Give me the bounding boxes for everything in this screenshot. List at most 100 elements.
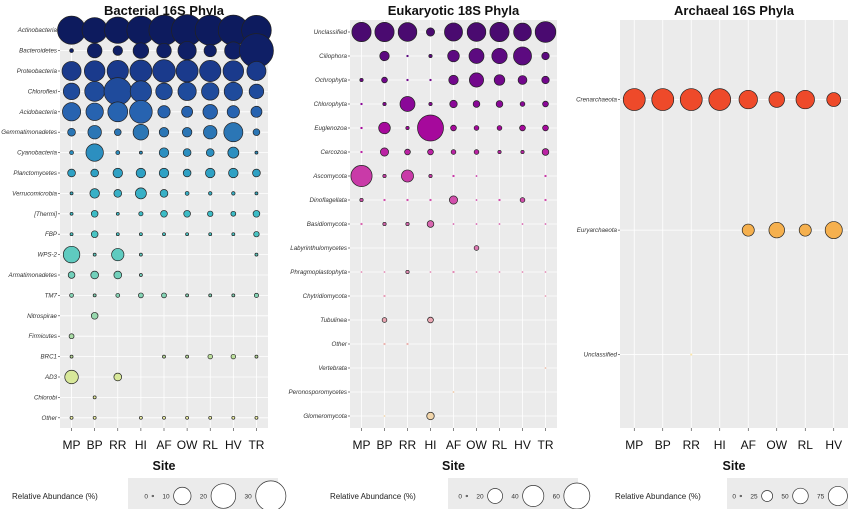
- data-point: [182, 168, 192, 178]
- data-point: [379, 50, 390, 62]
- data-point: [427, 316, 434, 324]
- data-point: [132, 42, 150, 59]
- legend-title: Relative Abundance (%): [12, 492, 98, 501]
- data-point: [429, 271, 432, 273]
- data-point: [466, 22, 487, 42]
- data-point: [383, 198, 386, 202]
- legend-key: [827, 486, 848, 506]
- y-tick-label: Other: [332, 341, 348, 348]
- data-point: [493, 74, 506, 86]
- data-point: [87, 42, 103, 59]
- data-point: [203, 125, 218, 140]
- x-tick-label: TR: [248, 438, 264, 452]
- data-point: [69, 293, 74, 298]
- data-point: [250, 105, 263, 118]
- data-point: [112, 167, 123, 179]
- data-point: [473, 245, 480, 251]
- data-point: [230, 353, 236, 360]
- data-point: [139, 252, 143, 257]
- data-point: [69, 191, 74, 196]
- data-point: [177, 41, 197, 61]
- data-point: [156, 42, 172, 59]
- y-tick-label: Labyrinthulomycetes: [290, 245, 347, 252]
- data-point: [85, 143, 104, 162]
- data-point: [708, 88, 732, 111]
- data-point: [231, 191, 236, 196]
- data-point: [406, 342, 409, 346]
- size-legend: Relative Abundance (%) 0 20 40 60: [330, 478, 591, 510]
- legend-key: [563, 482, 591, 510]
- data-point: [90, 210, 99, 218]
- data-point: [162, 354, 166, 359]
- data-point: [135, 167, 147, 179]
- data-point: [90, 270, 99, 280]
- data-point: [429, 198, 432, 202]
- legend-title: Relative Abundance (%): [615, 492, 701, 501]
- y-tick-label: Euryarchaeota: [577, 227, 618, 234]
- data-point: [226, 105, 240, 119]
- data-point: [383, 415, 386, 417]
- y-tick-label: FBP: [45, 231, 58, 238]
- panel-background: [620, 20, 848, 428]
- data-point: [513, 22, 532, 42]
- data-point: [223, 81, 243, 101]
- y-tick-label: WPS-2: [37, 252, 57, 259]
- data-point: [491, 47, 508, 65]
- data-point: [246, 61, 267, 81]
- data-point: [254, 150, 259, 155]
- data-point: [115, 211, 120, 216]
- data-point: [521, 223, 524, 225]
- data-point: [519, 124, 526, 132]
- legend-label: 75: [817, 494, 825, 501]
- x-tick-label: RR: [399, 438, 417, 452]
- y-tick-label: Phragmoplastophyta: [290, 269, 347, 276]
- legend-background: [448, 478, 578, 510]
- data-point: [679, 88, 703, 111]
- data-point: [181, 127, 193, 138]
- x-tick-label: OW: [466, 438, 487, 452]
- x-tick-label: RL: [798, 438, 814, 452]
- data-point: [452, 174, 455, 178]
- y-tick-label: Nitrospirae: [27, 313, 57, 320]
- data-point: [544, 271, 547, 273]
- data-point: [139, 415, 143, 420]
- data-point: [397, 22, 418, 42]
- data-point: [498, 198, 501, 202]
- data-point: [138, 292, 144, 299]
- data-point: [768, 221, 785, 239]
- data-point: [426, 220, 435, 228]
- data-point: [222, 60, 245, 82]
- data-point: [152, 59, 176, 83]
- data-point: [92, 252, 97, 257]
- data-point: [132, 124, 150, 141]
- legend-key: [792, 487, 809, 505]
- data-point: [448, 74, 459, 86]
- legend-label: 30: [244, 494, 252, 501]
- data-point: [92, 415, 97, 420]
- data-point: [208, 293, 213, 298]
- data-point: [513, 46, 532, 66]
- data-point: [497, 149, 502, 155]
- data-point: [114, 128, 122, 136]
- data-point: [107, 101, 129, 123]
- y-tick-label: Unclassified: [314, 29, 348, 36]
- data-point: [139, 273, 143, 277]
- y-tick-label: Glomeromycota: [303, 413, 347, 420]
- data-point: [231, 415, 236, 420]
- data-point: [738, 89, 758, 110]
- data-point: [475, 175, 478, 177]
- data-point: [57, 15, 86, 45]
- data-point: [360, 150, 363, 154]
- data-point: [381, 317, 388, 323]
- data-point: [69, 415, 74, 420]
- legend-label: 20: [476, 494, 484, 501]
- data-point: [158, 147, 170, 158]
- data-point: [383, 342, 386, 346]
- y-tick-label: Basidiomycota: [307, 221, 348, 228]
- data-point: [158, 127, 170, 138]
- data-point: [517, 75, 528, 85]
- data-point: [795, 89, 815, 110]
- data-point: [185, 232, 189, 237]
- data-point: [227, 146, 240, 159]
- y-tick-label: Ciliophora: [319, 53, 347, 60]
